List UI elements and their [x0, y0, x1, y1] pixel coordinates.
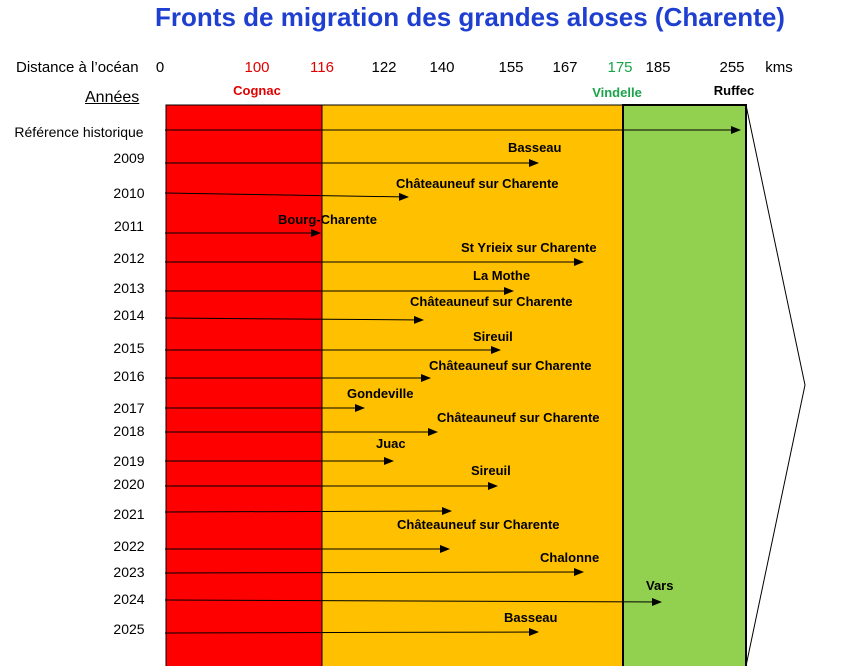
place-label: Châteauneuf sur Charente — [429, 358, 592, 373]
axis-tick-label: 100 — [244, 59, 270, 76]
place-label: Vars — [646, 578, 674, 593]
year-label: 2025 — [113, 621, 145, 637]
migration-front-arrow — [164, 507, 452, 516]
place-label: Châteauneuf sur Charente — [437, 410, 600, 425]
migration-front-arrow — [164, 568, 584, 577]
axis-tick-label: 255 — [719, 59, 745, 76]
year-label: 2012 — [113, 250, 145, 266]
place-label: St Yrieix sur Charente — [461, 240, 597, 255]
axis-tick-label: 167 — [552, 59, 578, 76]
place-label: Sireuil — [471, 463, 511, 478]
axis-tick-label: 175 — [607, 59, 633, 76]
year-label: 2024 — [113, 591, 145, 607]
year-label: 2019 — [113, 453, 145, 469]
city-label-cognac: Cognac — [233, 83, 281, 98]
year-label: 2015 — [113, 340, 145, 356]
year-label: 2021 — [113, 506, 145, 522]
year-label: 2011 — [113, 218, 145, 234]
place-label: La Mothe — [473, 268, 531, 283]
zone-red — [165, 104, 323, 666]
axis-tick-label: 185 — [645, 59, 671, 76]
place-label: Chalonne — [540, 550, 600, 565]
migration-front-arrow — [164, 628, 539, 637]
axis-tick-label: 0 — [155, 59, 165, 76]
year-label: 2017 — [113, 400, 145, 416]
place-label: Bourg-Charente — [278, 212, 377, 227]
place-label: Châteauneuf sur Charente — [410, 294, 573, 309]
axis-label: Distance à l’océan — [16, 59, 139, 76]
axis-tick-label: 122 — [371, 59, 397, 76]
city-label-ruffec: Ruffec — [713, 83, 755, 98]
year-label: 2022 — [113, 538, 145, 554]
zone-green — [622, 104, 747, 666]
year-label: 2010 — [113, 185, 145, 201]
place-label: Basseau — [508, 140, 562, 155]
place-label: Juac — [376, 436, 406, 451]
page-title: Fronts de migration des grandes aloses (… — [155, 2, 785, 32]
axis-tick-label: 116 — [310, 59, 334, 76]
chevron-bracket — [745, 104, 806, 666]
place-label: Châteauneuf sur Charente — [397, 517, 560, 532]
year-label: 2016 — [113, 368, 145, 384]
year-label: 2018 — [113, 423, 145, 439]
year-label: Référence historique — [14, 124, 144, 140]
year-label: 2014 — [113, 307, 145, 323]
migration-front-arrow — [164, 315, 424, 324]
place-label: Châteauneuf sur Charente — [396, 176, 559, 191]
year-label: 2020 — [113, 476, 145, 492]
city-label-vindelle: Vindelle — [592, 85, 642, 100]
year-label: 2009 — [113, 150, 145, 166]
place-label: Basseau — [504, 610, 558, 625]
migration-front-arrow — [164, 192, 409, 201]
place-label: Sireuil — [473, 329, 513, 344]
years-header: Années — [85, 89, 140, 106]
migration-front-arrow — [164, 597, 662, 606]
axis-tick-label: 140 — [429, 59, 455, 76]
axis-unit: kms — [765, 59, 793, 76]
year-label: 2023 — [113, 564, 145, 580]
place-label: Gondeville — [347, 386, 414, 401]
year-label: 2013 — [113, 280, 145, 296]
axis-tick-label: 155 — [498, 59, 524, 76]
